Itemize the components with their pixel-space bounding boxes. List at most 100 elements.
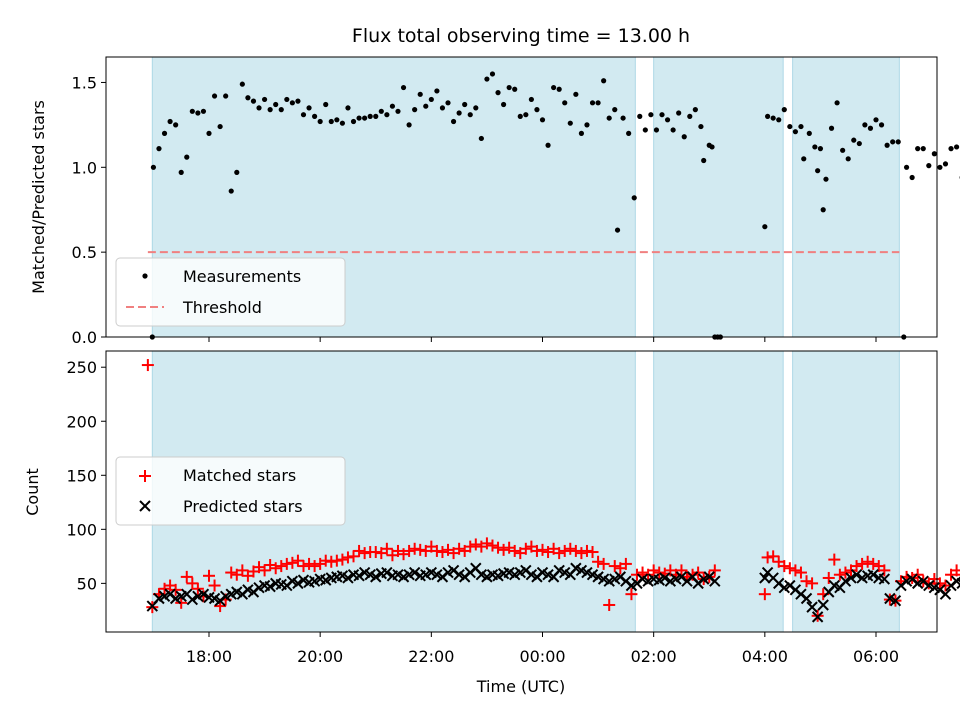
- bottom-y-tick-label: 100: [66, 520, 97, 539]
- measurement-point: [937, 164, 943, 170]
- measurement-point: [878, 122, 885, 128]
- matched-point: [480, 537, 493, 550]
- measurement-point: [620, 115, 626, 121]
- matched-point: [789, 564, 802, 577]
- matched-point: [761, 551, 774, 564]
- measurement-point: [815, 168, 821, 174]
- measurement-point: [614, 227, 621, 233]
- bottom-x-ticks: 18:00 20:00 22:00 00:00 02:00 04:00 06:00: [186, 632, 899, 666]
- top-x-ticks: [208, 337, 877, 342]
- measurement-point: [445, 100, 451, 106]
- legend-measurements-marker: [142, 273, 148, 279]
- measurement-point: [300, 112, 307, 118]
- matched-point: [586, 546, 599, 559]
- measurement-point: [178, 169, 184, 175]
- measurement-point: [539, 117, 546, 123]
- measurement-point: [200, 108, 207, 114]
- measurement-point: [223, 93, 229, 99]
- matched-point: [430, 544, 443, 557]
- matched-point: [575, 547, 588, 560]
- measurement-point: [584, 122, 590, 128]
- measurement-point: [345, 105, 351, 111]
- bottom-y-label: Count: [23, 468, 42, 516]
- shade-bottom-2: [792, 350, 900, 633]
- predicted-point: [342, 572, 354, 584]
- bottom-x-tick-label: 00:00: [519, 647, 565, 666]
- chart-title: Flux total observing time = 13.00 h: [352, 25, 690, 47]
- measurement-point: [895, 139, 901, 145]
- measurement-point: [834, 100, 840, 106]
- measurement-point: [395, 108, 401, 114]
- matched-point: [758, 588, 771, 601]
- measurement-point: [562, 100, 568, 106]
- matched-point: [519, 542, 532, 555]
- measurement-point: [428, 96, 434, 103]
- measurement-point: [765, 113, 771, 119]
- measurement-point: [161, 130, 168, 136]
- bottom-legend: Matched stars Predicted stars: [115, 456, 346, 526]
- measurement-point: [820, 207, 826, 213]
- measurement-point: [323, 101, 329, 108]
- top-frame: [105, 56, 938, 338]
- measurement-point: [439, 105, 446, 111]
- matched-point: [558, 544, 571, 557]
- matched-point: [347, 550, 360, 563]
- top-legend: Measurements Threshold: [115, 257, 346, 327]
- measurement-point: [926, 163, 932, 169]
- measurement-point: [245, 95, 251, 101]
- measurement-point: [920, 146, 926, 152]
- matched-point: [336, 553, 349, 566]
- matched-point: [353, 544, 366, 557]
- measurement-point: [595, 100, 601, 106]
- measurement-point: [206, 130, 212, 136]
- measurement-point: [406, 122, 412, 128]
- predicted-point: [845, 572, 857, 584]
- measurement-point: [903, 164, 910, 170]
- predicted-point: [889, 594, 902, 607]
- measurement-point: [573, 91, 579, 97]
- predicted-point: [867, 569, 879, 581]
- measurement-point: [367, 113, 373, 119]
- legend-threshold-label: Threshold: [182, 298, 262, 317]
- measurement-point: [606, 115, 612, 121]
- measurement-point: [823, 176, 829, 182]
- matched-point: [180, 570, 193, 583]
- matched-point: [325, 555, 338, 568]
- bottom-y-tick-label: 250: [66, 358, 97, 377]
- matched-point: [341, 551, 354, 564]
- matched-point: [380, 542, 393, 555]
- predicted-star-points: [146, 562, 960, 623]
- shade-top-2: [792, 56, 900, 338]
- top-y-tick-label: 0.5: [72, 243, 97, 262]
- matched-point: [280, 557, 293, 570]
- matched-point: [686, 568, 699, 581]
- matched-point: [236, 564, 249, 577]
- predicted-point: [197, 588, 210, 600]
- measurement-point: [851, 137, 857, 143]
- measurement-point: [567, 120, 573, 126]
- measurement-point: [670, 127, 676, 133]
- legend-measurements-label: Measurements: [183, 267, 301, 286]
- bottom-x-tick-label: 06:00: [853, 647, 899, 666]
- measurement-point: [167, 118, 173, 125]
- matched-point: [767, 550, 780, 563]
- predicted-point: [956, 577, 960, 590]
- matched-point: [469, 538, 482, 551]
- measurement-point: [523, 112, 529, 118]
- matched-point: [275, 560, 288, 573]
- measurement-point: [211, 93, 218, 99]
- legend-matched-marker: [139, 470, 151, 482]
- measurement-point: [687, 113, 693, 119]
- measurement-point: [417, 91, 423, 97]
- matched-point: [141, 359, 154, 372]
- measurement-point: [776, 117, 782, 123]
- measurement-point: [692, 107, 698, 113]
- measurement-point: [412, 107, 418, 113]
- matched-point: [319, 554, 332, 567]
- measurement-point: [267, 107, 273, 113]
- measurement-point: [642, 127, 648, 133]
- measurement-point: [812, 144, 818, 150]
- matched-point: [553, 547, 566, 560]
- matched-point: [619, 557, 632, 570]
- matched-point: [828, 553, 841, 566]
